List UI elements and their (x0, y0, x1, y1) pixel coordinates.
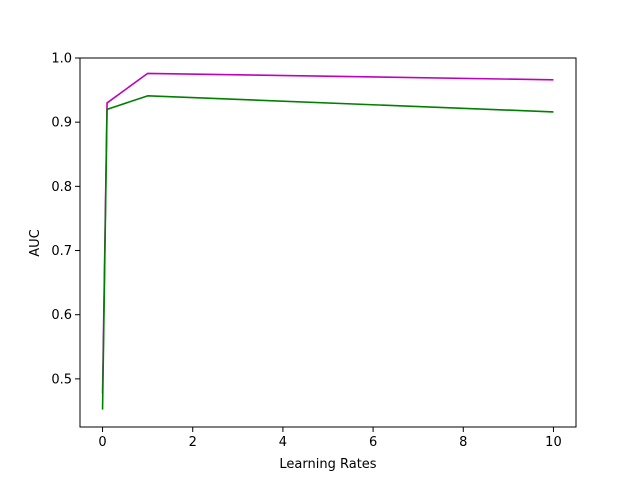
y-tick-label: 0.6 (51, 308, 72, 323)
x-tick-label: 0 (98, 435, 106, 450)
y-tick-label: 1.0 (51, 52, 72, 67)
x-tick-label: 6 (369, 435, 377, 450)
x-tick-label: 10 (545, 435, 562, 450)
series-line-1 (101, 72, 554, 394)
y-tick-label: 0.9 (51, 116, 72, 131)
plot-frame (79, 57, 577, 428)
x-tick-label: 8 (459, 435, 467, 450)
x-tick-label: 2 (189, 435, 197, 450)
y-tick-label: 0.7 (51, 244, 72, 259)
y-axis-label: AUC (28, 229, 43, 257)
x-axis: 0 2 4 6 8 10 (98, 427, 562, 450)
plot-lines (101, 72, 554, 410)
x-tick-label: 4 (279, 435, 287, 450)
y-tick-label: 0.8 (51, 180, 72, 195)
y-axis: 0.5 0.6 0.7 0.8 0.9 1.0 (51, 52, 80, 387)
series-line-2 (101, 95, 554, 410)
y-tick-label: 0.5 (51, 372, 72, 387)
x-axis-label: Learning Rates (279, 457, 376, 472)
